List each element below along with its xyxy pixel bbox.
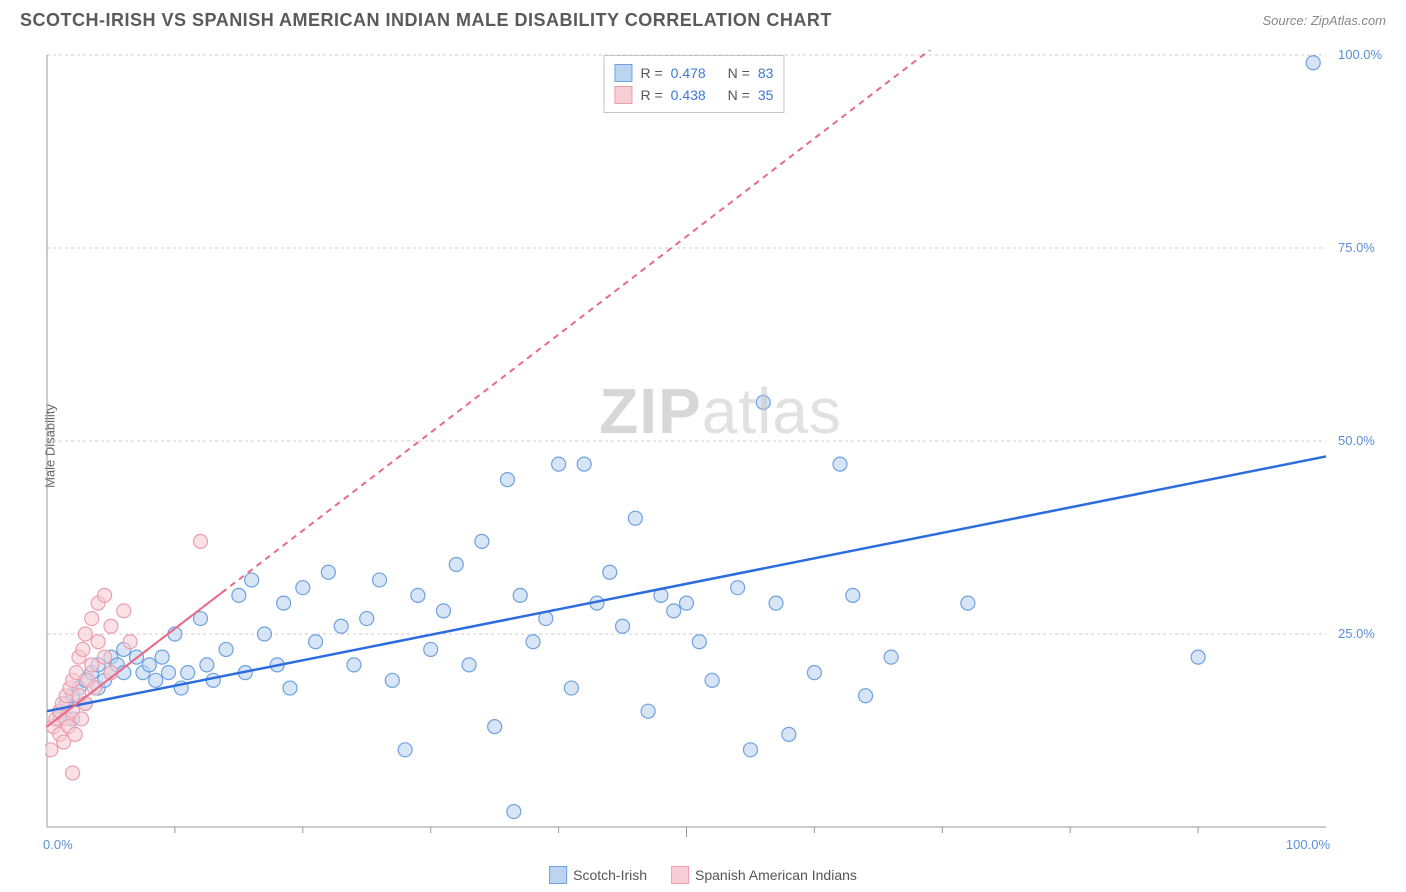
- r-value: 0.438: [671, 87, 706, 103]
- axis-tick-label: 75.0%: [1338, 240, 1375, 255]
- legend-swatch: [671, 866, 689, 884]
- chart-title: SCOTCH-IRISH VS SPANISH AMERICAN INDIAN …: [20, 10, 832, 31]
- correlation-legend: R = 0.478 N = 83 R = 0.438 N = 35: [603, 55, 784, 113]
- r-label: R =: [640, 87, 662, 103]
- series-legend: Scotch-Irish Spanish American Indians: [549, 866, 857, 884]
- n-value: 83: [758, 65, 774, 81]
- series-legend-item: Scotch-Irish: [549, 866, 647, 884]
- axis-tick-label: 100.0%: [1338, 47, 1382, 62]
- r-value: 0.478: [671, 65, 706, 81]
- axis-tick-label: 0.0%: [43, 837, 73, 852]
- source-label: Source: ZipAtlas.com: [1262, 13, 1386, 28]
- series-label: Scotch-Irish: [573, 867, 647, 883]
- correlation-legend-row: R = 0.478 N = 83: [614, 62, 773, 84]
- series-label: Spanish American Indians: [695, 867, 857, 883]
- scatter-chart-svg: [45, 50, 1396, 852]
- r-label: R =: [640, 65, 662, 81]
- legend-swatch: [614, 64, 632, 82]
- chart-area: ZIPatlas: [45, 50, 1396, 852]
- n-label: N =: [728, 87, 750, 103]
- correlation-legend-row: R = 0.438 N = 35: [614, 84, 773, 106]
- n-value: 35: [758, 87, 774, 103]
- legend-swatch: [614, 86, 632, 104]
- axis-tick-label: 50.0%: [1338, 433, 1375, 448]
- n-label: N =: [728, 65, 750, 81]
- legend-swatch: [549, 866, 567, 884]
- series-legend-item: Spanish American Indians: [671, 866, 857, 884]
- axis-tick-label: 100.0%: [1286, 837, 1330, 852]
- axis-tick-label: 25.0%: [1338, 626, 1375, 641]
